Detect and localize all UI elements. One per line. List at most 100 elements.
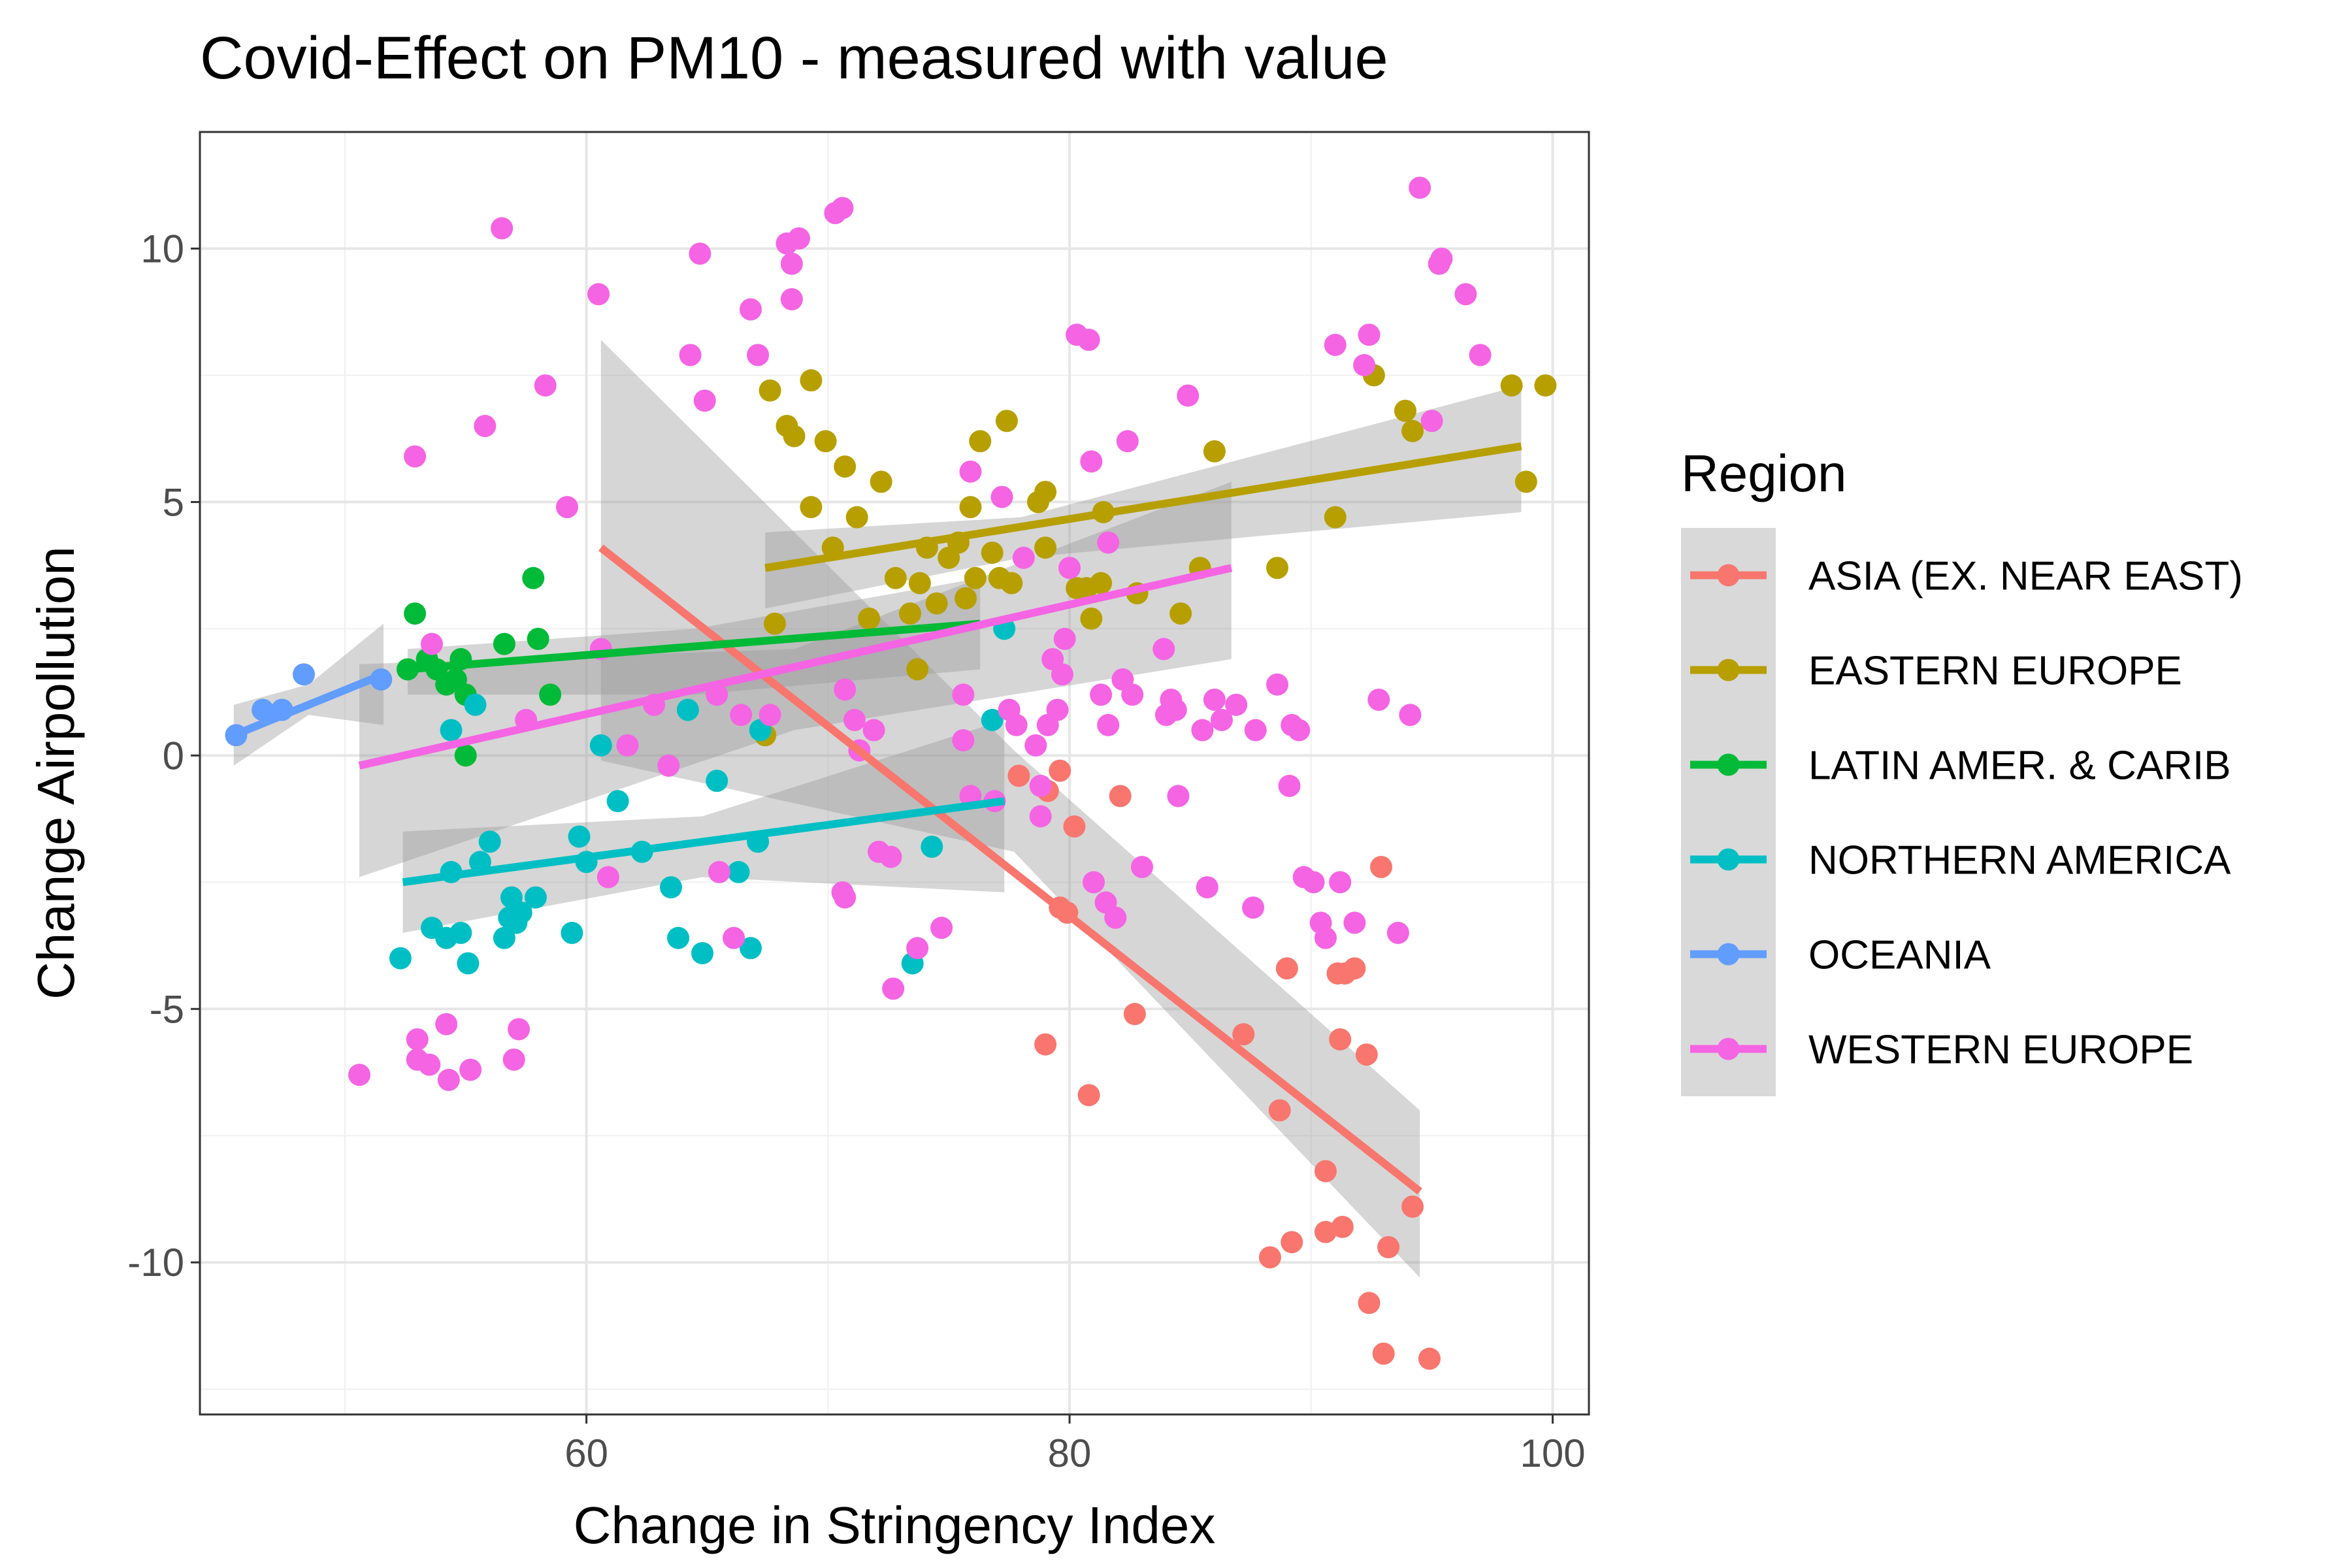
data-point (589, 734, 612, 757)
data-point (780, 288, 803, 311)
data-point (1029, 774, 1052, 797)
confidence-ribbon (407, 578, 981, 695)
data-point (899, 602, 922, 625)
x-tick-label: 80 (1048, 1431, 1092, 1475)
data-point (1324, 506, 1347, 529)
data-point (1399, 704, 1422, 727)
data-point (606, 790, 629, 813)
data-point (1077, 1084, 1100, 1107)
data-point (845, 506, 868, 529)
legend-key-point (1717, 848, 1740, 871)
data-point (1191, 719, 1214, 742)
data-point (502, 1048, 525, 1071)
data-point (493, 632, 515, 655)
data-point (1343, 957, 1366, 980)
data-point (1083, 871, 1105, 894)
data-point (1104, 906, 1127, 929)
data-point (440, 719, 463, 742)
data-point (1000, 572, 1023, 595)
data-point (981, 541, 1004, 564)
data-point (587, 283, 610, 306)
data-point (952, 729, 975, 752)
data-point (348, 1064, 371, 1086)
data-point (1121, 683, 1144, 706)
data-point (1314, 926, 1337, 949)
data-point (1377, 1235, 1400, 1258)
y-axis-label: Change Airpollution (27, 546, 85, 1000)
data-point (921, 836, 943, 858)
data-point (404, 445, 427, 468)
data-point (1080, 607, 1103, 630)
trend-lines (232, 442, 1522, 1195)
data-point (1177, 384, 1200, 407)
data-point (1090, 683, 1113, 706)
data-point (437, 1068, 460, 1091)
data-point (491, 217, 514, 240)
data-point (667, 926, 690, 949)
data-point (524, 886, 547, 909)
data-point (1053, 627, 1076, 650)
data-point (1058, 557, 1081, 580)
data-point (493, 926, 515, 949)
data-point (831, 197, 854, 220)
data-point (1266, 673, 1289, 696)
data-point (1109, 785, 1132, 808)
legend-label: WESTERN EUROPE (1808, 1028, 2193, 1073)
data-point (1203, 440, 1226, 463)
data-point (955, 587, 977, 610)
data-point (1210, 709, 1233, 732)
data-point (800, 496, 823, 519)
data-point (1080, 450, 1103, 473)
data-point (657, 754, 680, 777)
data-point (1302, 871, 1325, 894)
data-point (1090, 572, 1113, 595)
data-point (1123, 1003, 1146, 1026)
data-point (1358, 1292, 1380, 1315)
data-point (908, 572, 931, 595)
plot-border (199, 131, 1590, 1416)
data-point (1034, 480, 1057, 503)
data-point (1430, 247, 1453, 270)
data-point (292, 663, 315, 686)
chart-title: Covid-Effect on PM10 - measured with val… (200, 25, 1388, 91)
plot-panel (200, 132, 1589, 1414)
data-point (1130, 856, 1153, 879)
data-point (925, 592, 948, 615)
data-point (759, 379, 781, 402)
data-point (691, 941, 714, 964)
data-point (1329, 871, 1352, 894)
data-point (706, 770, 728, 792)
legend-key-point (1717, 753, 1740, 776)
data-point (1258, 1246, 1281, 1269)
legend: Region ASIA (EX. NEAR EAST) EASTERN EUROP… (1681, 444, 2243, 1096)
data-point (1454, 283, 1477, 306)
data-point (780, 252, 803, 275)
data-point (1152, 638, 1175, 661)
data-point (252, 698, 274, 721)
data-point (679, 344, 702, 367)
data-point (1386, 921, 1409, 944)
data-point (1534, 374, 1557, 397)
data-point (1275, 957, 1298, 980)
data-point (556, 496, 579, 519)
data-point (1029, 805, 1052, 828)
data-point (884, 566, 907, 589)
data-point (539, 683, 562, 706)
data-point (527, 627, 549, 650)
data-point (1049, 759, 1071, 782)
data-point (534, 374, 557, 397)
data-point (420, 632, 443, 655)
data-point (676, 698, 699, 721)
data-point (1343, 911, 1366, 934)
data-point (418, 1053, 441, 1076)
legend-key-point (1717, 1037, 1740, 1060)
data-point (1469, 344, 1492, 367)
data-point (882, 977, 905, 1000)
data-point (1401, 1195, 1424, 1218)
data-point (834, 678, 857, 701)
legend-label: OCEANIA (1808, 933, 1991, 978)
data-point (616, 734, 639, 757)
data-point (1007, 764, 1030, 787)
